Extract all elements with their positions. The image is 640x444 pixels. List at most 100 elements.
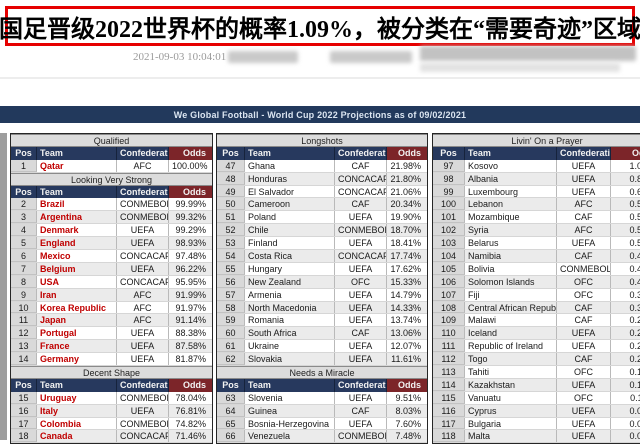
cell-team: Central African Republic xyxy=(465,301,557,314)
cell-confederation: UEFA xyxy=(557,327,611,340)
table-row: 3 Argentina CONMEBOL 99.32% xyxy=(11,211,212,225)
cell-team: Argentina xyxy=(37,211,117,224)
cell-odds: 17.74% xyxy=(387,250,427,262)
cell-confederation: CONMEBOL xyxy=(557,262,611,275)
table-row: 52 Chile CONMEBOL 18.70% xyxy=(217,224,427,238)
cell-confederation: UEFA xyxy=(117,237,169,250)
table-row: 16 Italy UEFA 76.81% xyxy=(11,404,212,418)
table-row: 48 Honduras CONCACAF 21.80% xyxy=(217,172,427,186)
cell-pos: 99 xyxy=(433,185,465,198)
cell-pos: 105 xyxy=(433,262,465,275)
cell-odds: 19.90% xyxy=(390,212,421,223)
table-row: 4 Denmark UEFA 99.29% xyxy=(11,224,212,238)
cell-team: Portugal xyxy=(37,327,117,340)
cell-confederation: CAF xyxy=(557,353,611,366)
column-header-team: Team xyxy=(37,185,117,199)
cell-confederation: OFC xyxy=(557,275,611,288)
redacted-header-block xyxy=(420,46,636,61)
column-header-odds: Odds xyxy=(611,146,640,160)
cell-team: Iceland xyxy=(465,327,557,340)
cell-pos: 62 xyxy=(217,353,245,366)
cell-team: Slovenia xyxy=(245,391,335,404)
cell-odds: 11.61% xyxy=(387,353,427,366)
cell-odds: 99.29% xyxy=(175,225,206,236)
cell-pos: 61 xyxy=(217,340,245,353)
cell-odds: 0.49% xyxy=(611,250,640,262)
cell-team: Finland xyxy=(245,237,335,250)
table-row: 55 Hungary UEFA 17.62% xyxy=(217,262,427,276)
section-title: Needs a Miracle xyxy=(217,366,427,379)
cell-confederation: UEFA xyxy=(557,237,611,250)
cell-odds: 99.32% xyxy=(169,211,212,224)
cell-odds: 12.07% xyxy=(390,341,421,352)
cell-team: North Macedonia xyxy=(245,301,335,314)
cell-team: El Salvador xyxy=(245,185,335,198)
cell-confederation: UEFA xyxy=(117,340,169,353)
column-header-row: PosTeamConfederationOdds xyxy=(217,146,427,160)
column-header-odds: Odds xyxy=(387,146,427,160)
article-headline: 国足晋级2022世界杯的概率1.09%，被分类在“需要奇迹”区域 xyxy=(0,16,640,43)
cell-odds: 17.62% xyxy=(390,263,421,274)
cell-confederation: CONMEBOL xyxy=(117,391,169,404)
cell-pos: 7 xyxy=(11,262,37,275)
table-row: 61 Ukraine UEFA 12.07% xyxy=(217,340,427,354)
cell-odds: 0.17% xyxy=(611,378,640,391)
cell-odds: 88.38% xyxy=(175,328,206,339)
cell-odds: 97.48% xyxy=(175,251,206,262)
cell-confederation: CONCACAF xyxy=(117,250,169,262)
cell-team: Armenia xyxy=(245,288,335,301)
cell-team: Romania xyxy=(245,314,335,327)
cell-odds: 0.04% xyxy=(611,430,640,443)
cell-pos: 1 xyxy=(11,159,37,172)
cell-team: Japan xyxy=(37,314,117,327)
cell-pos: 57 xyxy=(217,288,245,301)
cell-odds: 21.98% xyxy=(390,160,421,171)
table-row: 13 France UEFA 87.58% xyxy=(11,340,212,354)
cell-odds: 74.82% xyxy=(175,418,206,429)
cell-odds: 95.95% xyxy=(175,276,206,287)
cell-confederation: CAF xyxy=(335,159,387,172)
cell-pos: 98 xyxy=(433,172,465,185)
cell-odds: 0.21% xyxy=(611,353,640,366)
column-header-pos: Pos xyxy=(11,378,37,392)
cell-odds: 15.33% xyxy=(387,275,427,288)
cell-odds: 0.54% xyxy=(629,212,640,223)
cell-odds: 71.46% xyxy=(169,430,212,443)
column-header-row: PosTeamConfederationOdds xyxy=(433,146,640,160)
cell-odds: 18.41% xyxy=(390,238,421,249)
cell-pos: 114 xyxy=(433,378,465,391)
cell-odds: 99.99% xyxy=(175,199,206,210)
panel-livin-on-a-prayer: Livin' On a PrayerPosTeamConfederationOd… xyxy=(432,133,640,444)
cell-confederation: UEFA xyxy=(117,224,169,237)
table-row: 5 England UEFA 98.93% xyxy=(11,237,212,251)
cell-team: Venezuela xyxy=(245,430,335,443)
cell-confederation: UEFA xyxy=(557,378,611,391)
cell-confederation: UEFA xyxy=(117,404,169,417)
column-header-row: PosTeamConfederationOdds xyxy=(217,378,427,392)
cell-confederation: UEFA xyxy=(557,159,611,172)
cell-pos: 56 xyxy=(217,275,245,288)
cell-odds: 14.33% xyxy=(387,301,427,314)
table-row: 6 Mexico CONCACAF 97.48% xyxy=(11,250,212,263)
cell-pos: 47 xyxy=(217,159,245,172)
section-title: Decent Shape xyxy=(11,366,212,379)
cell-confederation: UEFA xyxy=(335,314,387,327)
cell-pos: 63 xyxy=(217,391,245,404)
cell-confederation: CONMEBOL xyxy=(335,430,387,443)
cell-confederation: UEFA xyxy=(335,353,387,366)
table-row: 2 Brazil CONMEBOL 99.99% xyxy=(11,198,212,212)
cell-confederation: UEFA xyxy=(117,353,169,366)
cell-confederation: AFC xyxy=(117,288,169,301)
cell-confederation: CAF xyxy=(335,327,387,340)
column-header-team: Team xyxy=(37,378,117,392)
cell-confederation: UEFA xyxy=(557,185,611,198)
table-row: 57 Armenia UEFA 14.79% xyxy=(217,288,427,302)
cell-odds: 9.51% xyxy=(395,392,421,403)
cell-team: Malawi xyxy=(465,314,557,327)
